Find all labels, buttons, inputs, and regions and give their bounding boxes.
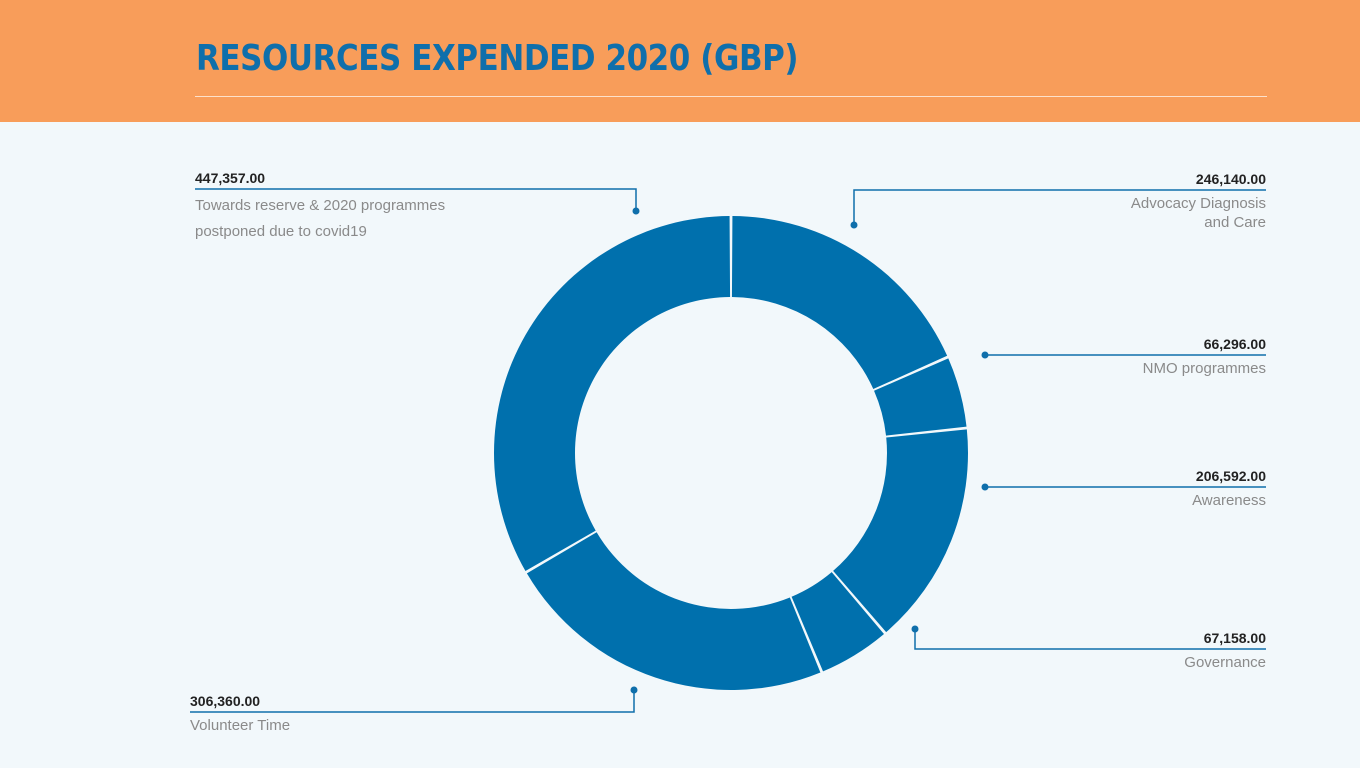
value-label-awareness: 206,592.00 bbox=[1195, 468, 1266, 484]
donut-slice-advocacy bbox=[731, 216, 948, 390]
value-label-reserve: 447,357.00 bbox=[195, 170, 266, 186]
label-advocacy: 246,140.00 Advocacy Diagnosis and Care bbox=[1106, 170, 1266, 232]
leader-dot-nmo bbox=[981, 351, 989, 359]
label-awareness: 206,592.00 Awareness bbox=[1192, 467, 1266, 510]
donut-slices bbox=[493, 216, 968, 690]
leader-dot-advocacy bbox=[850, 221, 858, 229]
chart-title: RESOURCES EXPENDED 2020 (GBP) bbox=[196, 38, 799, 79]
value-label-nmo: 66,296.00 bbox=[1203, 336, 1266, 352]
label-governance: 67,158.00 Governance bbox=[1184, 629, 1266, 672]
label-volunteer: 306,360.00 Volunteer Time bbox=[190, 692, 290, 735]
category-label-awareness: Awareness bbox=[1192, 492, 1266, 509]
value-label-volunteer: 306,360.00 bbox=[190, 693, 261, 709]
leader-dot-awareness bbox=[981, 483, 989, 491]
leader-lines bbox=[190, 188, 1266, 713]
value-label-governance: 67,158.00 bbox=[1203, 630, 1266, 646]
value-label-advocacy: 246,140.00 bbox=[1195, 171, 1266, 187]
leader-dot-governance bbox=[911, 625, 919, 633]
category-label-volunteer: Volunteer Time bbox=[190, 717, 291, 734]
category-label-reserve: Towards reserve & 2020 programmes postpo… bbox=[195, 197, 446, 240]
leader-line-volunteer bbox=[190, 690, 635, 713]
donut-chart bbox=[190, 188, 1266, 713]
leader-line-governance bbox=[914, 629, 1266, 650]
donut-slice-nmo bbox=[874, 358, 967, 436]
donut-slice-volunteer bbox=[526, 532, 821, 690]
category-label-advocacy: Advocacy Diagnosis and Care bbox=[1130, 195, 1266, 231]
donut-slice-reserve bbox=[493, 216, 731, 571]
label-reserve: 447,357.00 Towards reserve & 2020 progra… bbox=[195, 169, 495, 245]
header-banner: RESOURCES EXPENDED 2020 (GBP) bbox=[0, 0, 1360, 122]
leader-line-advocacy bbox=[853, 189, 1266, 225]
label-nmo: 66,296.00 NMO programmes bbox=[1143, 335, 1266, 378]
title-divider bbox=[195, 96, 1267, 97]
leader-dot-volunteer bbox=[630, 686, 638, 694]
category-label-nmo: NMO programmes bbox=[1142, 360, 1266, 377]
donut-slice-governance bbox=[791, 572, 884, 672]
donut-slice-awareness bbox=[833, 429, 968, 633]
chart-area: 246,140.00 Advocacy Diagnosis and Care 6… bbox=[0, 122, 1360, 768]
leader-dot-reserve bbox=[632, 207, 640, 215]
leader-line-reserve bbox=[195, 188, 637, 211]
category-label-governance: Governance bbox=[1184, 654, 1266, 671]
